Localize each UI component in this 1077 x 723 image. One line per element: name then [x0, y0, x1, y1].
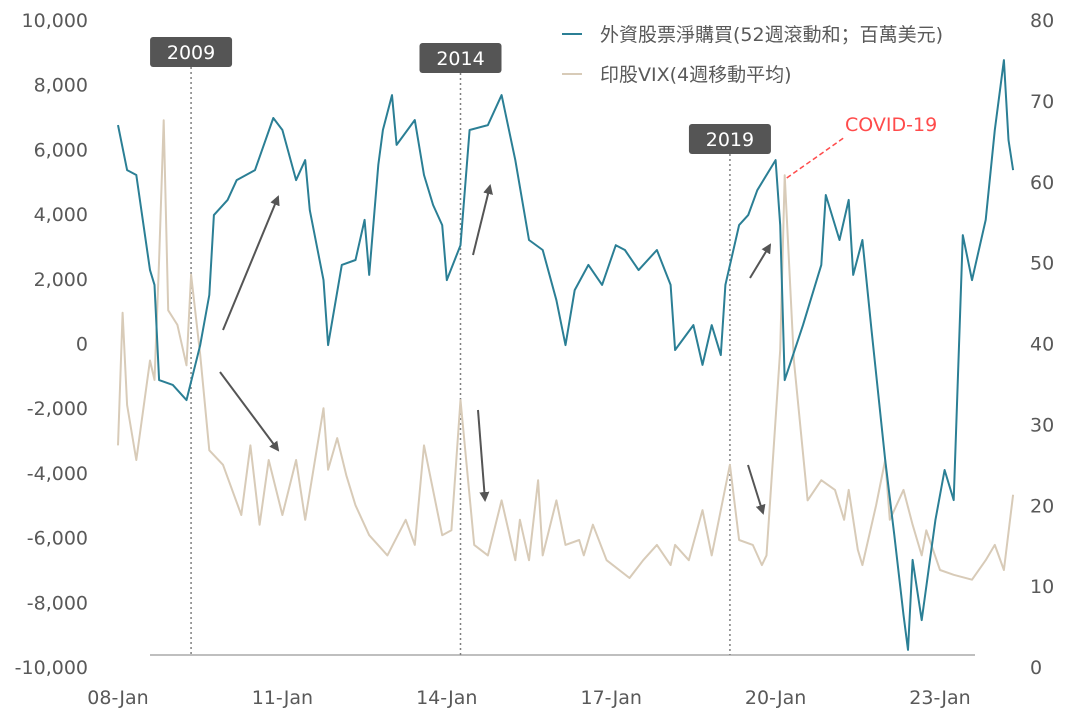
y-left-tick-label: 10,000: [22, 10, 88, 32]
legend-label-fpi: 外資股票淨購買(52週滾動和；百萬美元): [600, 24, 943, 46]
legend: 外資股票淨購買(52週滾動和；百萬美元) 印股VIX(4週移動平均): [562, 24, 943, 86]
y-left-tick-label: 8,000: [34, 75, 88, 97]
covid-label: COVID-19: [845, 114, 937, 136]
period-marker-label: 2019: [706, 129, 754, 151]
x-tick-label: 11-Jan: [252, 687, 313, 709]
trend-arrow: [477, 409, 490, 502]
x-tick-label: 17-Jan: [581, 687, 642, 709]
y-right-tick-label: 20: [1030, 495, 1054, 517]
fpi-net-purchase-line: [117, 59, 1015, 651]
tick-labels: 10,000 8,000 6,000 4,000 2,000 0 -2,000 -4,000 -…: [15, 10, 1055, 709]
period-marker-box: [150, 37, 233, 67]
period-marker-label: 2009: [167, 42, 215, 64]
trend-arrow: [747, 464, 766, 515]
trend-arrows: [219, 184, 772, 515]
x-tick-label: 14-Jan: [416, 687, 477, 709]
vix-line: [117, 119, 1015, 581]
y-left-tick-label: 6,000: [34, 139, 88, 161]
y-right-tick-label: 40: [1030, 334, 1054, 356]
y-right-tick-label: 0: [1030, 657, 1042, 679]
y-left-tick-label: 2,000: [34, 269, 88, 291]
y-right-tick-label: 50: [1030, 253, 1054, 275]
y-right-tick-label: 70: [1030, 91, 1054, 113]
y-left-tick-label: 0: [76, 334, 88, 356]
y-left-tick-label: -10,000: [15, 657, 88, 679]
legend-label-vix: 印股VIX(4週移動平均): [600, 64, 792, 86]
series-layer: [117, 59, 1015, 651]
trend-arrow: [749, 243, 772, 279]
trend-arrow: [472, 184, 493, 256]
y-left-tick-label: -8,000: [27, 592, 88, 614]
y-left-tick-label: 4,000: [34, 204, 88, 226]
trend-arrow: [222, 195, 280, 331]
y-right-tick-label: 80: [1030, 10, 1054, 32]
y-left-tick-label: -2,000: [27, 398, 88, 420]
y-left-tick-label: -4,000: [27, 463, 88, 485]
y-right-tick-label: 10: [1030, 576, 1054, 598]
period-marker-box: [688, 124, 771, 154]
annotation-layer: 2009 2014 2019 COVID-19: [150, 37, 937, 655]
x-tick-label: 20-Jan: [745, 687, 806, 709]
period-marker-label: 2014: [436, 48, 484, 70]
x-tick-label: 08-Jan: [87, 687, 148, 709]
y-left-tick-label: -6,000: [27, 528, 88, 550]
trend-arrow: [219, 371, 280, 452]
x-tick-label: 23-Jan: [909, 687, 970, 709]
y-right-tick-label: 60: [1030, 172, 1054, 194]
y-right-tick-label: 30: [1030, 414, 1054, 436]
covid-leader-line: [786, 136, 846, 179]
period-marker-box: [419, 43, 502, 73]
